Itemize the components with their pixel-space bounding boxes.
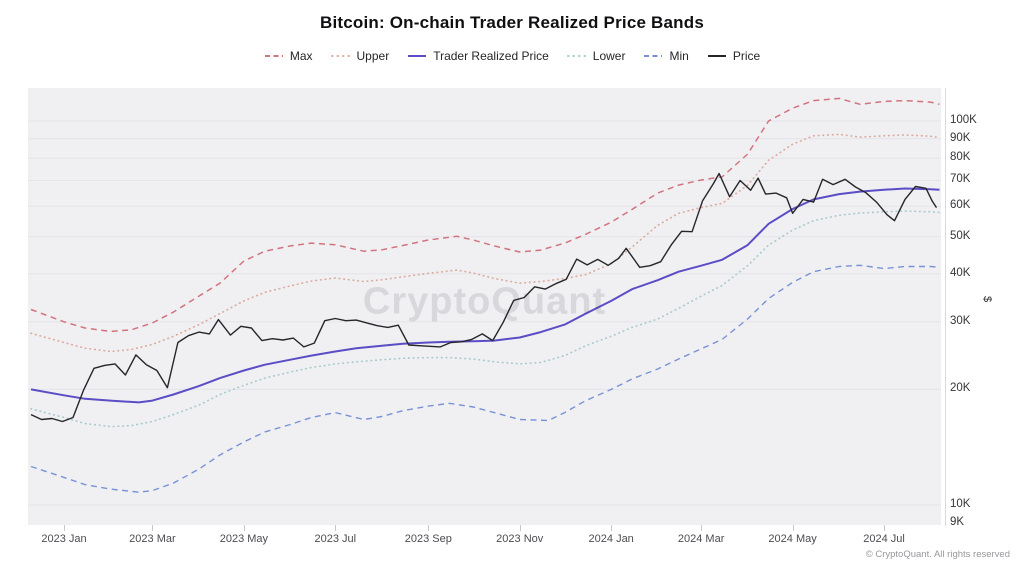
copyright-footer: © CryptoQuant. All rights reserved [865,549,1010,560]
legend-marker [707,55,726,57]
x-tick-mark [152,525,154,531]
chart-legend: Max Upper Trader Realized Price Lower Min Pri… [0,49,1024,63]
x-tick-label: 2023 May [219,533,269,545]
legend-label: Lower [592,49,626,63]
x-tick-mark [792,525,794,531]
y-axis-line [945,88,946,526]
y-tick-label: 50K [950,229,971,242]
y-tick-label: 9K [950,515,965,528]
series-upper [30,133,941,353]
legend-item-price[interactable]: Price [707,49,760,63]
series-price [30,172,938,423]
legend-item-min[interactable]: Min [643,49,689,63]
legend-marker [264,55,283,57]
y-tick-label: 40K [950,266,971,279]
page-title: Bitcoin: On-chain Trader Realized Price … [319,13,705,32]
y-tick-label: 20K [950,382,971,395]
legend-item-lower[interactable]: Lower [566,49,626,63]
x-tick-label: 2024 Jan [588,533,634,545]
x-tick-label: 2023 Nov [496,533,544,545]
x-tick-label: 2023 Jul [314,533,357,545]
y-tick-label: 60K [950,199,971,212]
legend-item-trader-realized-price[interactable]: Trader Realized Price [407,49,549,63]
legend-label: Min [669,49,689,63]
y-tick-label: 80K [950,151,971,164]
x-tick-mark [63,525,65,531]
x-tick-mark [243,525,245,531]
y-tick-label: 90K [950,131,971,144]
y-tick-label: 10K [950,498,971,510]
x-tick-mark [611,525,613,531]
legend-label: Upper [356,49,390,63]
price-chart-svg [28,97,941,506]
legend-marker [566,55,587,57]
legend-label: Max [289,49,313,63]
x-tick-label: 2024 Mar [677,533,725,545]
series-trader-realized-price [30,187,940,404]
x-tick-label: 2023 Sep [404,533,452,545]
x-tick-label: 2023 Mar [129,533,176,545]
x-tick-mark [335,525,337,531]
x-tick-mark [519,525,521,531]
series-min [30,264,940,493]
x-tick-mark [701,525,703,531]
chart-plot-area[interactable]: CryptoQuant [28,88,941,525]
legend-item-max[interactable]: Max [264,49,313,63]
y-tick-label: 100K [950,114,977,126]
legend-marker [330,55,351,57]
x-tick-label: 2023 Jan [41,533,87,545]
series-max [30,97,940,333]
legend-label: Price [732,49,761,63]
legend-marker [644,55,663,57]
x-tick-mark [428,525,430,531]
legend-item-upper[interactable]: Upper [330,49,390,63]
x-tick-label: 2024 Jul [863,533,905,545]
y-tick-label: 70K [950,173,971,186]
x-tick-label: 2024 May [768,533,817,545]
legend-label: Trader Realized Price [433,49,549,63]
series-lower [30,210,941,428]
legend-marker [408,55,427,57]
y-axis-unit-label: $ [981,295,994,303]
y-tick-label: 30K [950,314,971,327]
x-tick-mark [884,525,886,531]
